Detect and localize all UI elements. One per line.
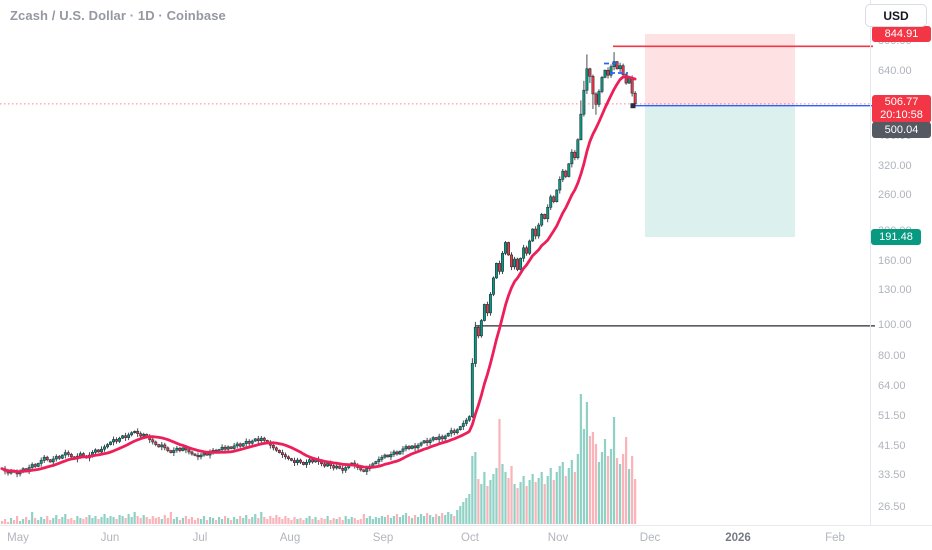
symbol-title[interactable]: Zcash / U.S. Dollar · 1D · Coinbase	[10, 8, 226, 23]
price-tick-label: 260.00	[878, 188, 912, 201]
time-tick-label: Dec	[639, 532, 661, 544]
entry-price-badge: 500.04	[872, 122, 931, 139]
target-price-badge: 191.48	[871, 229, 921, 246]
time-axis[interactable]: May Jun Jul Aug Sep Oct Nov Dec 2026 Feb	[0, 525, 932, 550]
price-tick-label: 640.00	[878, 65, 912, 78]
price-tick-label: 320.00	[878, 160, 912, 173]
price-tick-label: 33.50	[878, 469, 906, 481]
time-tick-label: 2026	[725, 532, 751, 544]
time-tick-label: May	[7, 532, 29, 544]
price-tick-label: 80.00	[878, 349, 906, 362]
time-tick-label: Feb	[825, 532, 845, 544]
time-tick-label: Aug	[279, 532, 301, 544]
countdown-timer: 20:10:58	[880, 108, 923, 121]
time-tick-label: Nov	[547, 532, 569, 544]
short-position-loss-zone[interactable]	[645, 33, 795, 106]
volume-series	[0, 394, 637, 524]
short-position-profit-zone[interactable]	[645, 105, 795, 238]
time-tick-label: Jul	[192, 532, 208, 544]
time-tick-label: Sep	[372, 532, 394, 544]
price-tick-label: 26.50	[878, 501, 906, 514]
time-tick-label: Jun	[100, 532, 120, 544]
current-price-value: 506.77	[884, 95, 919, 108]
ma-line[interactable]	[0, 75, 637, 473]
price-tick-label: 51.50	[878, 410, 906, 423]
price-tick-label: 64.00	[878, 380, 906, 393]
drawing-anchor-point[interactable]	[630, 103, 636, 109]
price-tick-label: 160.00	[878, 255, 912, 268]
stop-price-badge: 844.91	[872, 25, 931, 42]
currency-toggle-button[interactable]: USD	[865, 4, 927, 27]
current-price-badge: 506.77 20:10:58	[872, 94, 931, 123]
price-tick-label: 130.00	[878, 283, 912, 296]
time-tick-label: Oct	[461, 532, 479, 544]
price-axis[interactable]: USD 800.00640.00400.00320.00260.00200.00…	[865, 0, 932, 525]
candlestick-series[interactable]	[0, 52, 637, 478]
price-tick-label: 41.50	[878, 439, 906, 452]
price-tick-label: 100.00	[878, 319, 912, 332]
